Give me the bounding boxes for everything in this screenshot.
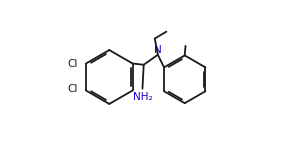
Text: Cl: Cl [68, 84, 78, 94]
Text: NH₂: NH₂ [133, 92, 153, 102]
Text: N: N [154, 45, 162, 55]
Text: Cl: Cl [67, 59, 77, 69]
